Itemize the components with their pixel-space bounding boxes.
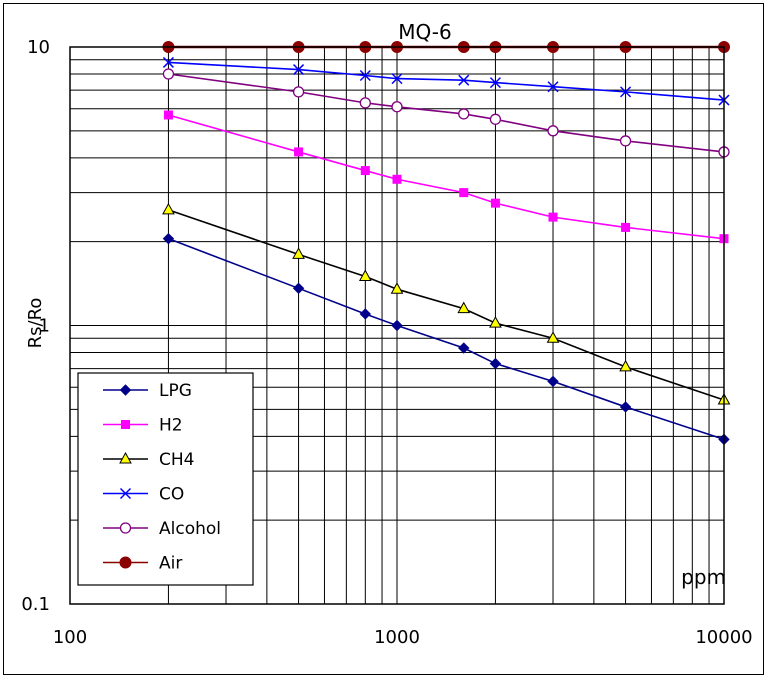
data-point-alcohol xyxy=(359,97,371,109)
series-line-ch4 xyxy=(168,209,725,401)
data-point-h2 xyxy=(459,188,469,198)
data-point-h2 xyxy=(621,222,631,232)
legend-label-air: Air xyxy=(159,554,182,574)
data-point-ch4 xyxy=(292,247,305,259)
data-point-co xyxy=(489,77,501,89)
legend-marker-co xyxy=(119,487,132,500)
data-point-alcohol xyxy=(458,108,470,120)
data-point-lpg xyxy=(619,401,632,413)
legend-marker-h2 xyxy=(121,420,130,429)
legend-marker-alcohol xyxy=(119,522,132,534)
legend-label-alcohol: Alcohol xyxy=(159,519,221,539)
data-point-h2 xyxy=(360,166,370,176)
data-point-h2 xyxy=(490,198,500,208)
x-tick-label: 10000 xyxy=(695,627,752,648)
x-axis-label: ppm xyxy=(681,565,726,589)
y-tick-label: 0.1 xyxy=(21,594,50,615)
data-point-ch4 xyxy=(619,359,632,372)
series-line-alcohol xyxy=(168,73,725,153)
series-line-h2 xyxy=(168,114,725,240)
data-point-lpg xyxy=(458,342,470,354)
legend-marker-air xyxy=(119,556,132,569)
tick-labels: 100 1000 10000 0.1 1 10 xyxy=(21,37,752,648)
data-point-lpg xyxy=(489,357,502,370)
data-point-h2 xyxy=(163,110,173,120)
data-point-lpg xyxy=(162,232,175,245)
data-point-h2 xyxy=(294,147,304,157)
data-point-ch4 xyxy=(358,269,372,281)
legend-label-lpg: LPG xyxy=(159,381,192,401)
y-tick-label: 1 xyxy=(39,316,50,337)
data-point-h2 xyxy=(392,174,402,184)
data-point-lpg xyxy=(547,375,559,388)
data-point-co xyxy=(162,56,174,68)
data-point-co xyxy=(293,64,305,76)
series-line-co xyxy=(168,61,725,101)
data-point-co xyxy=(391,73,403,85)
y-axis-label: Rs/Ro xyxy=(25,298,46,349)
data-point-co xyxy=(620,86,632,98)
y-tick-label: 10 xyxy=(27,37,50,58)
chart-title: MQ-6 xyxy=(398,20,452,44)
data-point-h2 xyxy=(548,212,558,222)
data-point-alcohol xyxy=(391,101,403,113)
data-point-ch4 xyxy=(162,202,175,215)
data-point-ch4 xyxy=(546,331,560,343)
plot-area-border xyxy=(69,46,725,605)
data-point-alcohol xyxy=(619,135,632,147)
data-point-co xyxy=(458,74,470,86)
legend-box xyxy=(77,372,254,586)
data-point-co xyxy=(359,69,371,82)
data-point-ch4 xyxy=(390,282,404,294)
legend-marker-lpg xyxy=(119,384,132,396)
legend: LPG H2 CH4 CO Alcohol Air xyxy=(77,372,254,586)
data-point-alcohol xyxy=(489,113,502,125)
x-tick-label: 1000 xyxy=(374,627,420,648)
data-point-alcohol xyxy=(162,68,175,80)
data-point-lpg xyxy=(359,308,372,320)
x-tick-label: 100 xyxy=(53,627,87,648)
legend-label-co: CO xyxy=(159,485,184,505)
data-point-alcohol xyxy=(547,125,559,137)
data-point-lpg xyxy=(292,282,305,295)
data-point-alcohol xyxy=(292,86,305,98)
data-point-ch4 xyxy=(457,301,471,314)
data-point-ch4 xyxy=(489,316,502,328)
legend-label-ch4: CH4 xyxy=(159,450,194,470)
legend-label-h2: H2 xyxy=(159,416,183,436)
legend-marker-ch4 xyxy=(119,451,132,464)
data-point-co xyxy=(547,81,559,93)
data-point-lpg xyxy=(391,319,403,332)
